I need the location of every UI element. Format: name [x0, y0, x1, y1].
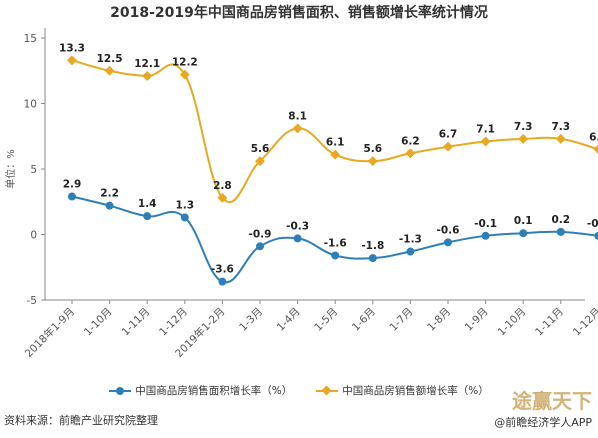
series-0-point	[218, 277, 227, 286]
series-0-data-label: -0.6	[437, 224, 460, 236]
series-0-data-label: 2.2	[100, 188, 119, 200]
series-0-point	[481, 231, 490, 240]
y-tick-label: 10	[24, 99, 37, 111]
x-tick-label: 2018年1-9月	[22, 305, 77, 360]
series-1-point	[67, 55, 77, 66]
series-0-data-label: -0.9	[249, 228, 272, 240]
series-1-point	[179, 69, 190, 80]
x-tick-label: 1-10月	[82, 306, 115, 339]
series-1-point	[593, 144, 598, 155]
series-1-point	[443, 141, 453, 152]
y-tick-label: 5	[30, 164, 37, 176]
series-1-point	[555, 133, 566, 144]
series-0-data-label: -0.1	[587, 218, 598, 230]
chart-title: 2018-2019年中国商品房销售面积、销售额增长率统计情况	[110, 5, 488, 21]
series-0-point	[293, 234, 302, 243]
series-1-point	[518, 133, 529, 144]
series-0-point	[68, 192, 76, 201]
series-1-data-label: 8.1	[288, 110, 307, 122]
x-tick-label: 1-6月	[350, 306, 378, 334]
legend-swatch-diamond-icon	[316, 386, 339, 396]
x-tick-label: 1-7月	[387, 306, 415, 334]
series-0-point	[105, 201, 114, 210]
brand-watermark: 途赢天下	[512, 389, 592, 413]
series-0-data-label: 1.4	[138, 198, 157, 210]
series-1-point	[255, 156, 265, 167]
legend-label-area: 中国商品房销售面积增长率（%）	[135, 385, 293, 397]
x-tick-label: 1-12月	[157, 306, 190, 339]
series-1-point	[142, 71, 153, 81]
y-tick-label: 15	[24, 33, 37, 45]
series-1-data-label: 12.1	[134, 58, 160, 70]
series-0-data-label: 2.9	[63, 179, 82, 191]
series-0-data-label: -1.6	[324, 237, 347, 249]
series-1-data-label: 5.6	[363, 143, 382, 155]
series-0-point	[406, 247, 415, 256]
y-tick-label: 0	[30, 230, 37, 242]
series-1-data-label: 7.1	[476, 123, 495, 135]
series-0-point	[519, 229, 528, 238]
series-0-data-label: 0.2	[551, 214, 570, 226]
series-1-data-label: 7.3	[551, 121, 570, 133]
legend: 中国商品房销售面积增长率（%） 中国商品房销售额增长率（%）	[0, 383, 598, 398]
x-tick-label: 1-4月	[275, 306, 303, 334]
series-1-data-label: 13.3	[59, 42, 85, 54]
x-tick-label: 1-3月	[237, 306, 265, 334]
series-0-point	[556, 227, 565, 236]
series-0-data-label: 0.1	[514, 215, 533, 227]
series-0-point	[444, 238, 452, 247]
legend-item-sales[interactable]: 中国商品房销售额增长率（%）	[316, 383, 489, 398]
series-1-data-label: 12.2	[172, 57, 198, 69]
series-1-point	[405, 148, 416, 159]
series-0-point	[256, 242, 264, 251]
legend-label-sales: 中国商品房销售额增长率（%）	[342, 385, 489, 397]
series-1-point	[292, 123, 303, 134]
series-0-point	[331, 251, 340, 260]
series-0-point	[143, 212, 152, 221]
series-0-data-label: -1.8	[361, 240, 384, 252]
source-note: 资料来源：前瞻产业研究院整理	[4, 414, 158, 427]
series-0-data-label: -1.3	[399, 234, 422, 246]
legend-item-area[interactable]: 中国商品房销售面积增长率（%）	[109, 383, 292, 398]
y-axis-title: 单位：%	[4, 149, 17, 189]
x-tick-label: 1-12月	[571, 306, 598, 339]
y-tick-label: -5	[27, 295, 37, 307]
series-1-data-label: 12.5	[97, 53, 123, 65]
x-tick-label: 1-5月	[312, 306, 340, 334]
series-1-point	[217, 192, 228, 203]
series-1-point	[480, 136, 491, 147]
x-tick-label: 1-11月	[120, 306, 153, 339]
series-1-data-label: 7.3	[514, 121, 533, 133]
series-0-data-label: -3.6	[211, 264, 234, 276]
series-1-data-label: 6.7	[439, 129, 458, 141]
series-1-data-label: 5.6	[251, 143, 270, 155]
credit-note: @前瞻经济学人APP	[494, 416, 592, 429]
x-tick-label: 1-11月	[533, 306, 566, 339]
x-tick-label: 1-10月	[496, 306, 529, 339]
series-0-data-label: -0.3	[286, 220, 309, 232]
x-tick-label: 1-9月	[463, 306, 491, 334]
series-1-data-label: 6.5	[589, 131, 598, 143]
series-1-point	[367, 156, 378, 167]
series-0-data-label: 1.3	[175, 199, 194, 211]
series-0-data-label: -0.1	[474, 218, 497, 230]
series-1-data-label: 2.8	[213, 180, 232, 192]
series-1-data-label: 6.2	[401, 135, 420, 147]
legend-swatch-circle-icon	[109, 386, 132, 396]
series-1-point	[104, 65, 115, 76]
series-0-point	[180, 213, 189, 222]
x-tick-label: 1-8月	[425, 306, 453, 334]
series-0-point	[368, 254, 377, 263]
series-0-point	[594, 231, 598, 240]
series-1-data-label: 6.1	[326, 137, 345, 149]
series-line-1	[71, 59, 598, 203]
series-1-point	[330, 149, 341, 160]
